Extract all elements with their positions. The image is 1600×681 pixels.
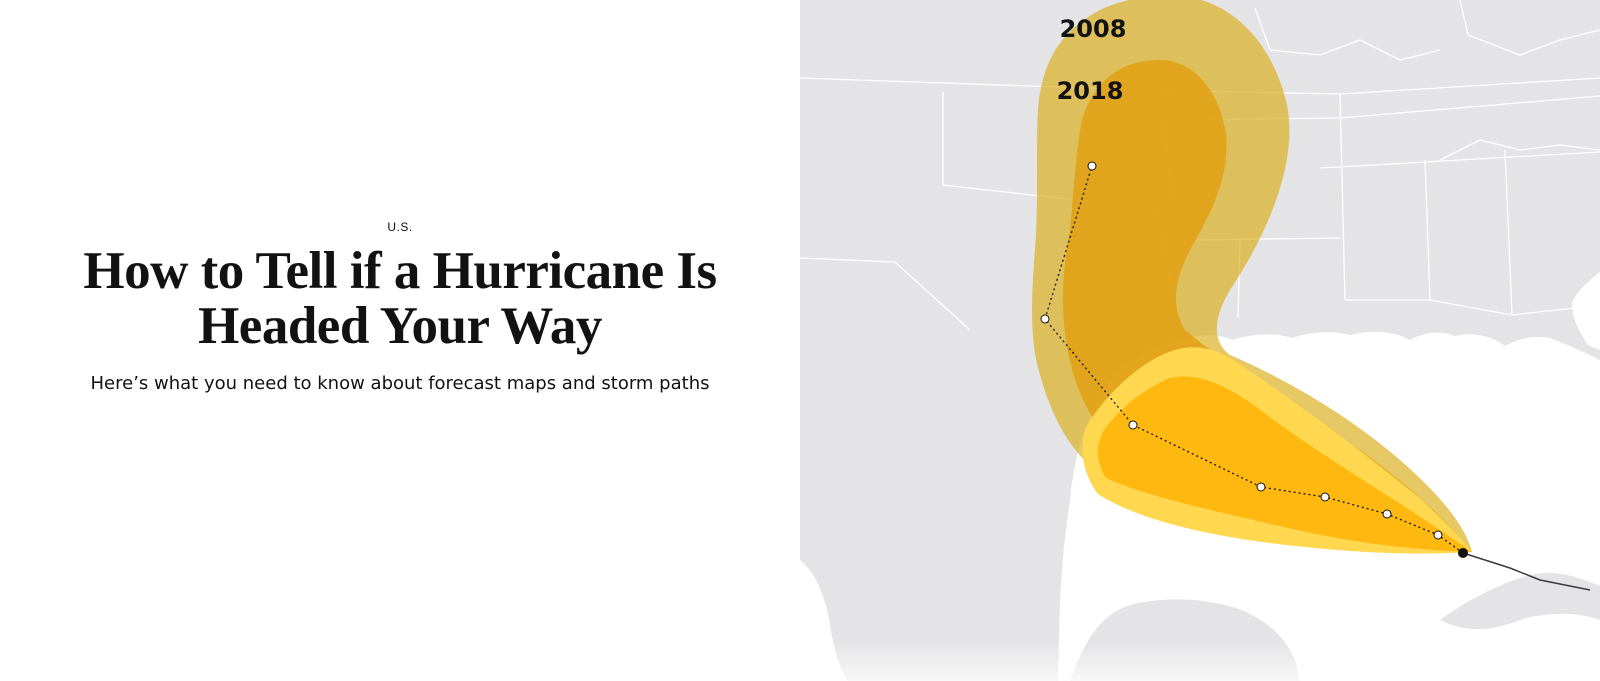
forecast-point	[1256, 482, 1266, 492]
forecast-point	[1087, 161, 1097, 171]
past-track	[1462, 552, 1591, 591]
hurricane-cone-map: 2008 2018	[800, 0, 1600, 681]
cone-2008-label: 2008	[1060, 15, 1127, 43]
current-storm-position	[1458, 548, 1468, 558]
section-kicker[interactable]: U.S.	[387, 220, 413, 234]
us-land	[800, 0, 1600, 681]
forecast-point	[1382, 509, 1392, 519]
forecast-point	[1040, 314, 1050, 324]
forecast-point	[1128, 420, 1138, 430]
cuba-land	[1440, 572, 1600, 630]
article-headline: How to Tell if a Hurricane Is Headed You…	[0, 244, 800, 354]
forecast-point	[1433, 530, 1443, 540]
article-summary: Here’s what you need to know about forec…	[90, 373, 710, 394]
forecast-points	[1040, 161, 1443, 540]
headline-line-2: Headed Your Way	[198, 297, 602, 355]
headline-panel: U.S. How to Tell if a Hurricane Is Heade…	[0, 220, 800, 394]
headline-line-1: How to Tell if a Hurricane Is	[83, 242, 717, 300]
cone-near-term-inner	[1097, 376, 1472, 552]
forecast-point	[1320, 492, 1330, 502]
cone-2018-label: 2018	[1057, 77, 1124, 105]
map-svg: 2008 2018	[800, 0, 1600, 681]
